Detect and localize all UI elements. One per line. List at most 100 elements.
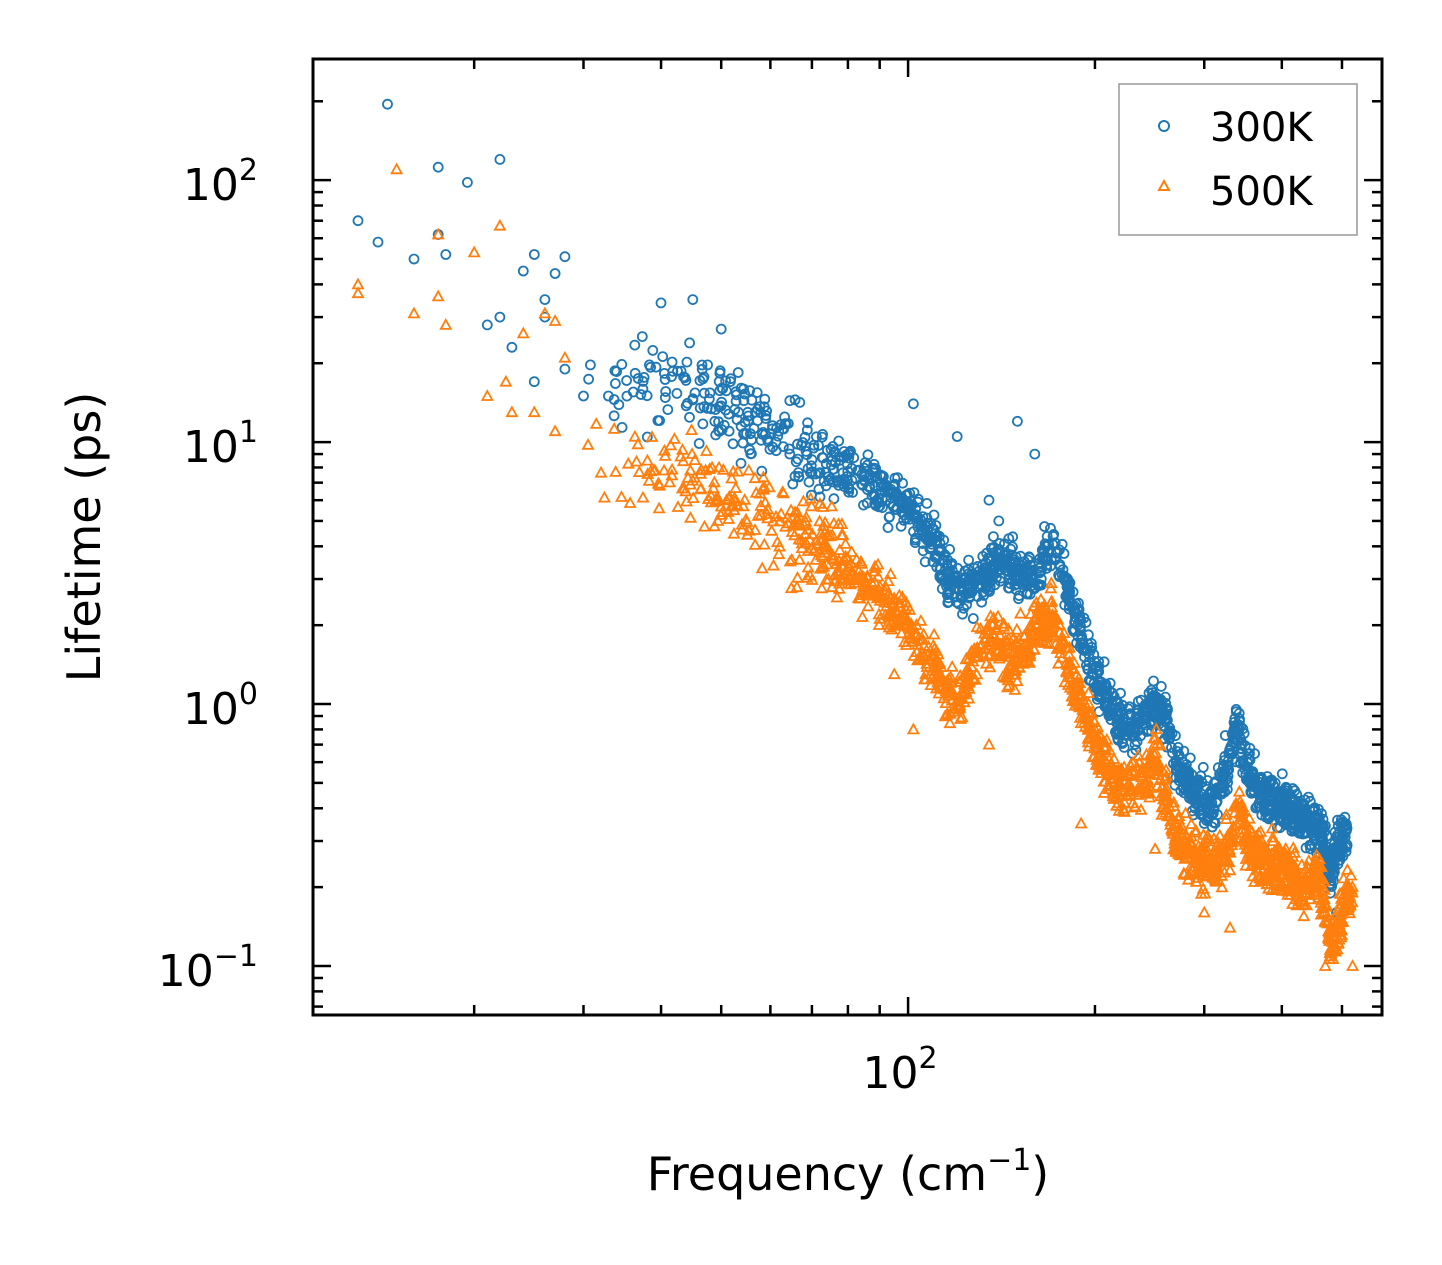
data-point-300k <box>1115 722 1127 734</box>
data-point-500k <box>799 510 813 523</box>
data-point-300k <box>621 375 632 386</box>
data-point-300k <box>616 421 628 433</box>
data-point-500k <box>594 465 608 478</box>
data-point-300k <box>951 431 963 442</box>
data-point-300k <box>1203 811 1215 823</box>
data-point-500k <box>1284 866 1298 879</box>
data-point-300k <box>878 481 890 493</box>
data-point-500k <box>1265 821 1279 834</box>
data-point-300k <box>813 467 824 479</box>
data-point-500k <box>1332 901 1346 914</box>
data-point-300k <box>735 457 747 469</box>
data-point-300k <box>1319 825 1330 837</box>
data-point-300k <box>792 453 804 465</box>
data-point-500k <box>1081 686 1096 698</box>
data-point-500k <box>832 568 846 581</box>
data-point-500k <box>1098 741 1112 754</box>
data-point-300k <box>967 613 979 624</box>
data-point-300k <box>585 359 596 371</box>
data-point-500k <box>1195 840 1209 853</box>
data-point-500k <box>1309 853 1323 865</box>
data-point-300k <box>1164 731 1176 743</box>
data-point-500k <box>830 590 844 603</box>
data-point-300k <box>994 538 1005 549</box>
data-point-500k <box>1286 849 1300 862</box>
data-point-300k <box>831 475 843 486</box>
data-point-500k <box>1139 747 1154 760</box>
data-point-500k <box>1190 871 1204 883</box>
data-point-500k <box>1227 799 1241 812</box>
data-point-300k <box>1076 630 1087 642</box>
data-point-500k <box>959 651 974 664</box>
data-point-500k <box>827 516 841 529</box>
data-point-300k <box>996 558 1007 570</box>
data-point-300k <box>684 411 695 423</box>
data-point-500k <box>766 558 781 571</box>
data-point-500k <box>981 648 996 661</box>
data-point-500k <box>516 326 530 339</box>
data-point-500k <box>1034 612 1048 625</box>
data-point-300k <box>583 373 594 385</box>
data-point-300k <box>828 493 840 505</box>
data-point-300k <box>1329 866 1340 878</box>
data-point-300k <box>1104 677 1116 689</box>
data-point-300k <box>751 387 763 399</box>
data-point-500k <box>758 495 772 508</box>
data-point-500k <box>832 566 846 579</box>
data-point-300k <box>988 531 999 542</box>
data-point-300k <box>727 438 739 450</box>
data-point-500k <box>1044 581 1058 594</box>
data-point-500k <box>872 618 886 630</box>
data-point-300k <box>1160 691 1171 703</box>
data-point-500k <box>1184 817 1198 830</box>
data-point-500k <box>1143 786 1157 799</box>
data-point-300k <box>1183 769 1195 781</box>
data-point-500k <box>1190 848 1204 861</box>
data-point-500k <box>1296 880 1310 893</box>
data-point-500k <box>1050 642 1064 654</box>
data-point-300k <box>1041 559 1052 571</box>
data-point-500k <box>971 650 985 663</box>
data-point-300k <box>1249 748 1260 759</box>
data-point-300k <box>714 365 726 377</box>
data-point-500k <box>1181 872 1195 885</box>
data-point-500k <box>999 633 1013 646</box>
data-point-500k <box>854 554 868 567</box>
data-point-500k <box>986 627 1000 639</box>
data-point-300k <box>904 487 916 499</box>
data-point-300k <box>1024 552 1035 564</box>
data-point-300k <box>637 375 649 387</box>
data-point-500k <box>1088 741 1102 754</box>
data-point-500k <box>1230 817 1244 830</box>
data-point-300k <box>609 365 621 377</box>
data-point-500k <box>1172 812 1186 825</box>
data-point-500k <box>657 443 671 456</box>
data-point-300k <box>752 403 764 415</box>
data-point-300k <box>793 470 805 482</box>
data-point-500k <box>872 607 886 620</box>
data-point-500k <box>904 622 918 634</box>
data-point-500k <box>716 463 730 475</box>
data-point-300k <box>742 415 754 427</box>
data-point-500k <box>735 522 749 535</box>
data-point-500k <box>1204 855 1218 868</box>
data-point-300k <box>758 401 770 413</box>
data-point-500k <box>821 542 835 555</box>
data-point-300k <box>715 323 727 335</box>
data-point-300k <box>1287 783 1299 794</box>
data-point-300k <box>876 487 887 499</box>
data-point-500k <box>1268 882 1283 894</box>
data-point-500k <box>1131 748 1145 761</box>
data-point-300k <box>826 459 837 471</box>
data-point-300k <box>1079 651 1090 663</box>
data-point-300k <box>919 556 931 568</box>
data-point-500k <box>1328 911 1342 924</box>
data-point-300k <box>1290 812 1301 824</box>
data-point-300k <box>461 176 473 188</box>
data-point-300k <box>432 161 444 173</box>
data-point-500k <box>1159 792 1173 805</box>
data-point-500k <box>726 499 740 512</box>
data-point-300k <box>1143 687 1155 699</box>
data-point-500k <box>1189 823 1203 836</box>
data-point-500k <box>1149 722 1163 735</box>
